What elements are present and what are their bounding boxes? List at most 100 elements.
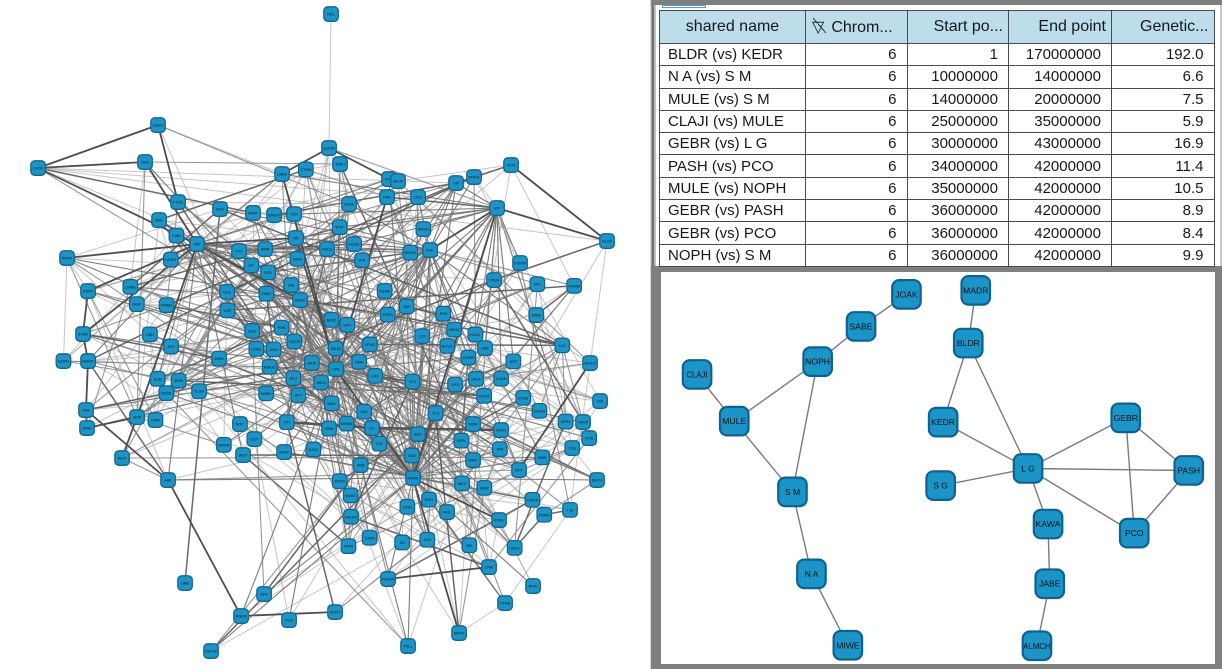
svg-text:SBPO: SBPO	[454, 632, 465, 636]
svg-text:BGT: BGT	[414, 433, 422, 437]
svg-text:JGK: JGK	[167, 345, 175, 349]
svg-text:NFRT: NFRT	[248, 211, 259, 215]
svg-text:PUWA: PUWA	[379, 289, 391, 293]
svg-text:DRPG: DRPG	[469, 176, 480, 180]
svg-text:SKM: SKM	[133, 416, 141, 420]
svg-text:LCF: LCF	[419, 335, 427, 339]
svg-text:NVGW: NVGW	[382, 578, 394, 582]
svg-text:ASBC: ASBC	[279, 451, 290, 455]
svg-text:CLAJI: CLAJI	[686, 370, 707, 379]
svg-text:CGCR: CGCR	[289, 340, 300, 344]
svg-text:IHO: IHO	[424, 538, 431, 542]
svg-text:VBW: VBW	[325, 427, 334, 431]
svg-text:PMNU: PMNU	[161, 304, 172, 308]
svg-text:IEPA: IEPA	[175, 379, 184, 383]
svg-text:S M: S M	[785, 486, 800, 496]
svg-text:KWUC: KWUC	[264, 365, 276, 369]
svg-text:MULE: MULE	[722, 416, 746, 426]
svg-text:CWU: CWU	[172, 234, 181, 238]
svg-text:STNK: STNK	[78, 333, 89, 337]
svg-text:RNN: RNN	[344, 545, 352, 549]
svg-text:LAJ: LAJ	[559, 344, 566, 348]
svg-text:VWJP: VWJP	[578, 421, 589, 425]
svg-text:TKLL: TKLL	[403, 645, 412, 649]
svg-text:LRM: LRM	[485, 566, 493, 570]
svg-text:VGG: VGG	[285, 619, 293, 623]
svg-text:MIWE: MIWE	[836, 640, 860, 650]
svg-text:NIOD: NIOD	[327, 318, 337, 322]
svg-text:UOHL: UOHL	[251, 347, 262, 351]
svg-text:CSE: CSE	[568, 447, 576, 451]
svg-text:JABE: JABE	[1039, 578, 1061, 588]
svg-text:FTCE: FTCE	[173, 201, 183, 205]
svg-text:OVI: OVI	[597, 400, 604, 404]
svg-text:AKJF: AKJF	[307, 361, 317, 365]
svg-text:CRW: CRW	[151, 419, 160, 423]
svg-text:PFER: PFER	[62, 257, 72, 261]
svg-text:ESPP: ESPP	[83, 290, 94, 294]
svg-text:UBB: UBB	[181, 582, 189, 586]
svg-text:ALMCH: ALMCH	[1023, 641, 1050, 650]
svg-text:LRS: LRS	[371, 374, 379, 378]
svg-text:JFR: JFR	[359, 259, 366, 263]
svg-text:WTP: WTP	[335, 226, 344, 230]
svg-text:ACVG: ACVG	[442, 344, 453, 348]
svg-text:KWCP: KWCP	[527, 498, 539, 502]
svg-text:JRK: JRK	[496, 448, 504, 452]
svg-text:RDL: RDL	[327, 13, 335, 17]
svg-text:SRJA: SRJA	[471, 377, 481, 381]
svg-text:GSW: GSW	[293, 257, 302, 261]
svg-text:TVF: TVF	[452, 182, 460, 186]
svg-text:GTB: GTB	[585, 437, 593, 441]
svg-text:WUT: WUT	[239, 454, 248, 458]
svg-text:MWT: MWT	[468, 459, 478, 463]
svg-text:KAWA: KAWA	[1036, 519, 1061, 529]
svg-text:CFNB: CFNB	[500, 602, 511, 606]
svg-text:VPUD: VPUD	[365, 343, 376, 347]
svg-text:DNJK: DNJK	[331, 347, 341, 351]
svg-text:MRSM: MRSM	[341, 422, 353, 426]
svg-text:UAEK: UAEK	[277, 173, 288, 177]
svg-text:DFE: DFE	[264, 271, 272, 275]
svg-text:LGMG: LGMG	[125, 285, 136, 289]
svg-text:DRKI: DRKI	[82, 427, 91, 431]
svg-text:FNAW: FNAW	[407, 477, 418, 481]
svg-text:SUB: SUB	[154, 377, 162, 381]
svg-text:VLHA: VLHA	[344, 203, 354, 207]
svg-text:CGER: CGER	[463, 356, 474, 360]
svg-text:MDM: MDM	[468, 423, 477, 427]
svg-text:UCE: UCE	[414, 196, 422, 200]
svg-text:S G: S G	[933, 480, 948, 490]
svg-text:FRJL: FRJL	[442, 511, 451, 515]
svg-text:KEDR: KEDR	[931, 417, 955, 427]
svg-text:REWS: REWS	[405, 251, 417, 255]
svg-text:WKJW: WKJW	[345, 515, 357, 519]
svg-text:DKSS: DKSS	[161, 392, 172, 396]
svg-text:OWD: OWD	[262, 292, 272, 296]
svg-text:SFA: SFA	[82, 409, 90, 413]
svg-text:UOUR: UOUR	[323, 147, 334, 151]
svg-text:ETEB: ETEB	[518, 396, 528, 400]
svg-text:KHOT: KHOT	[330, 611, 341, 615]
svg-text:FIHI: FIHI	[440, 312, 447, 316]
svg-text:GEBR: GEBR	[1114, 412, 1138, 422]
svg-text:JIPT: JIPT	[509, 360, 517, 364]
svg-text:AAK: AAK	[164, 479, 172, 483]
svg-text:MBGR: MBGR	[82, 360, 94, 364]
svg-text:GTDI: GTDI	[403, 505, 412, 509]
svg-text:MCJV: MCJV	[393, 180, 404, 184]
svg-text:FNWM: FNWM	[568, 284, 580, 288]
svg-text:DCGN: DCGN	[534, 409, 545, 413]
svg-text:BRN: BRN	[457, 439, 465, 443]
svg-text:JPHC: JPHC	[528, 585, 538, 589]
svg-text:WSID: WSID	[261, 392, 271, 396]
svg-text:OHL: OHL	[223, 290, 231, 294]
svg-text:UNB: UNB	[357, 464, 365, 468]
svg-text:UDSG: UDSG	[165, 258, 176, 262]
svg-text:FKJO: FKJO	[479, 394, 489, 398]
svg-text:TBT: TBT	[193, 243, 201, 247]
svg-text:TLGV: TLGV	[194, 390, 204, 394]
svg-text:CTDM: CTDM	[300, 168, 311, 172]
svg-text:BLDR: BLDR	[957, 338, 980, 348]
svg-text:CBH: CBH	[146, 333, 154, 337]
